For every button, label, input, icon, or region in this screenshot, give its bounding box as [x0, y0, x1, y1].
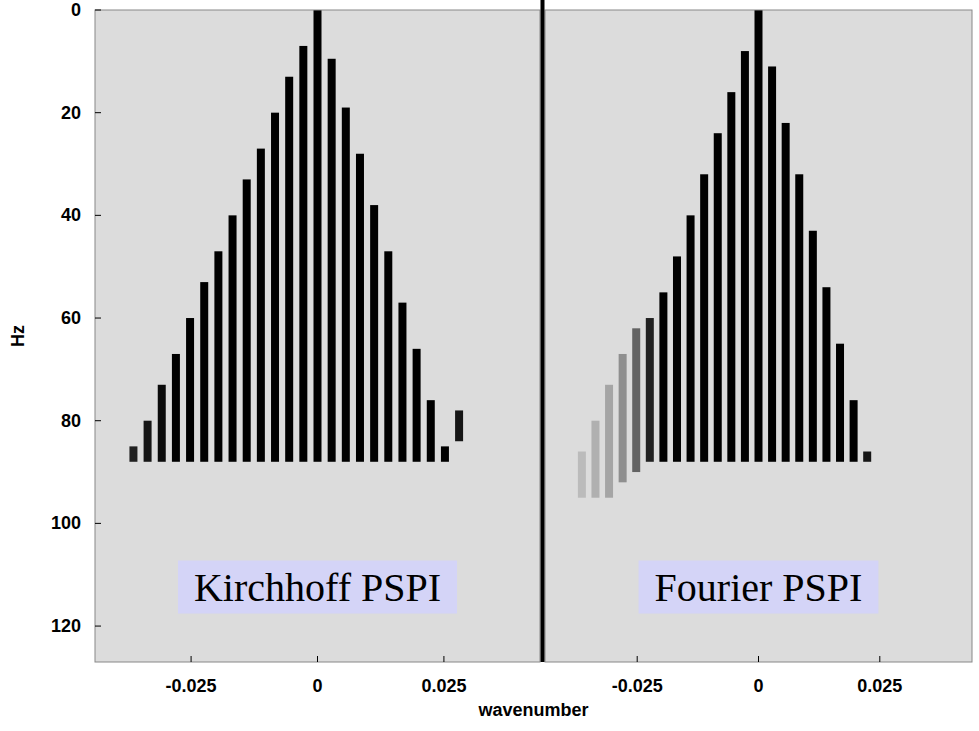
- stripe: [687, 215, 695, 461]
- stripe: [172, 354, 180, 462]
- stripe: [673, 256, 681, 461]
- stripe: [441, 446, 449, 461]
- stripe: [591, 421, 599, 498]
- stripe: [271, 113, 279, 462]
- stripe: [700, 174, 708, 461]
- stripe: [755, 10, 763, 462]
- y-axis-title: Hz: [8, 325, 28, 347]
- y-tick-label: 100: [51, 513, 81, 533]
- annotation-group: Fourier PSPI: [639, 561, 879, 614]
- x-tick-label: 0: [312, 676, 322, 696]
- stripe: [129, 446, 137, 461]
- annotation-box: [639, 561, 879, 614]
- stripe: [356, 154, 364, 462]
- y-tick: [95, 318, 101, 319]
- x-tick-label: -0.025: [166, 676, 217, 696]
- stripe: [836, 344, 844, 462]
- plot-background: [545, 10, 972, 662]
- stripe: [158, 385, 166, 462]
- y-tick: [95, 10, 101, 11]
- stripe: [605, 385, 613, 498]
- panel-divider: [541, 0, 545, 662]
- stripe: [299, 46, 307, 462]
- stripe: [413, 349, 421, 462]
- stripe: [632, 328, 640, 472]
- y-tick: [95, 215, 101, 216]
- x-tick: [637, 656, 638, 662]
- stripe: [455, 410, 463, 441]
- plot-background: [95, 10, 540, 662]
- figure: -0.025 0 0.025 0 20 40 60 80 100 120 Hz wavenumber K…: [0, 0, 979, 731]
- y-tick-label: 40: [61, 205, 81, 225]
- stripe: [782, 123, 790, 462]
- stripe: [214, 251, 222, 461]
- y-tick: [95, 112, 101, 113]
- stripe: [768, 66, 776, 461]
- x-tick-label: 0.025: [421, 676, 466, 696]
- stripe: [714, 133, 722, 462]
- stripe: [370, 205, 378, 462]
- stripe: [328, 59, 336, 462]
- stripe: [578, 452, 586, 498]
- y-tick: [95, 626, 101, 627]
- plot-frame: [545, 10, 972, 662]
- x-tick: [758, 656, 759, 662]
- stripe: [200, 282, 208, 462]
- annotation: Kirchhoff PSPI: [194, 565, 441, 610]
- stripe: [229, 215, 237, 461]
- stripe: [398, 303, 406, 462]
- stripe: [795, 174, 803, 461]
- plot-frame: [95, 10, 540, 662]
- stripe: [186, 318, 194, 462]
- marks: [129, 10, 463, 462]
- panel: -0.025 0 0.025 0 20 40 60 80 100 120 Hz wavenumber K…: [8, 0, 589, 720]
- stripe: [427, 400, 435, 462]
- marks: [578, 10, 871, 498]
- stripe: [863, 452, 871, 462]
- stripe: [727, 92, 735, 462]
- stripe: [243, 179, 251, 461]
- stripe: [384, 251, 392, 461]
- x-tick-label: 0.025: [857, 676, 902, 696]
- y-tick-label: 0: [71, 0, 81, 20]
- stripe: [619, 354, 627, 482]
- stripe: [659, 292, 667, 461]
- y-tick: [95, 523, 101, 524]
- stripe: [741, 51, 749, 462]
- x-tick-label: 0: [753, 676, 763, 696]
- x-axis-title: wavenumber: [477, 700, 588, 720]
- stripe: [809, 231, 817, 462]
- x-tick: [443, 656, 444, 662]
- y-tick-label: 60: [61, 308, 81, 328]
- stripe: [646, 318, 654, 462]
- x-tick: [317, 656, 318, 662]
- y-tick-label: 120: [51, 616, 81, 636]
- y-tick: [95, 420, 101, 421]
- x-tick-label: -0.025: [612, 676, 663, 696]
- y-tick-label: 80: [61, 411, 81, 431]
- annotation-group: Kirchhoff PSPI: [178, 561, 457, 614]
- panel: -0.025 0 0.025 Fourier PSPI: [545, 10, 972, 696]
- stripe: [144, 421, 152, 462]
- stripe: [850, 400, 858, 462]
- y-tick-label: 20: [61, 103, 81, 123]
- stripe: [257, 149, 265, 462]
- stripe: [822, 287, 830, 462]
- stripe: [342, 108, 350, 462]
- annotation-box: [178, 561, 457, 614]
- stripe: [285, 77, 293, 462]
- x-tick: [879, 656, 880, 662]
- x-tick: [191, 656, 192, 662]
- stripe: [314, 10, 322, 462]
- annotation: Fourier PSPI: [655, 565, 863, 610]
